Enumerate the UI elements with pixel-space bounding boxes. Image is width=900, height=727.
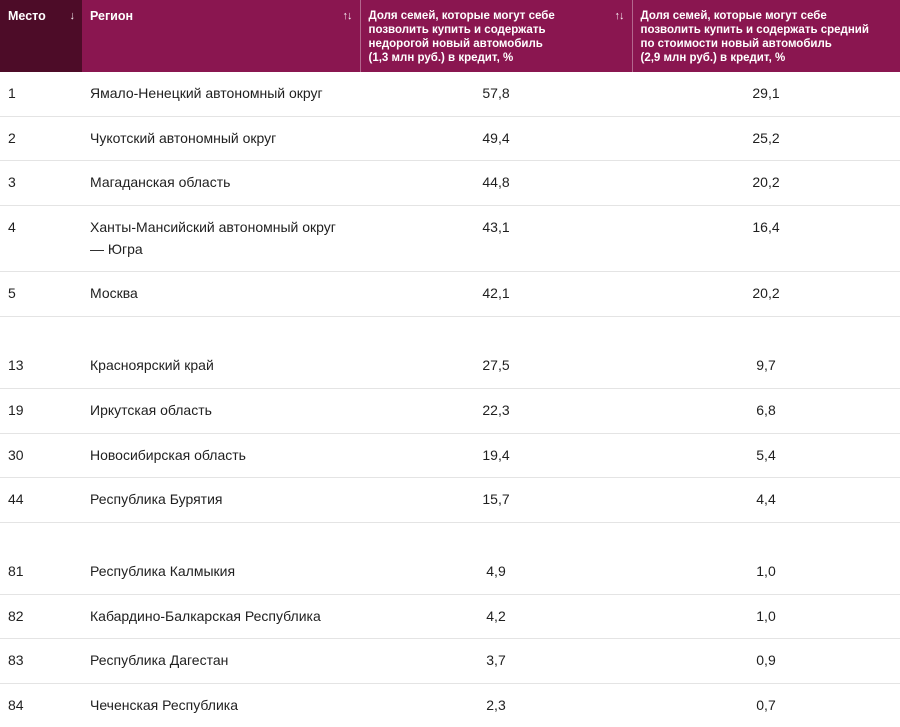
mid-car-value: 5,4 xyxy=(632,433,900,479)
rank-cell: 19 xyxy=(0,388,82,434)
column-label-mid-car-share: Доля семей, которые могут себе позволить… xyxy=(640,10,869,64)
mid-car-value: 0,9 xyxy=(632,638,900,684)
mid-car-value: 1,0 xyxy=(632,594,900,640)
cheap-car-value: 3,7 xyxy=(360,638,632,684)
column-header-place[interactable]: Место ↓ xyxy=(0,0,82,72)
table-row: 84 Чеченская Республика 2,3 0,7 xyxy=(0,683,900,727)
mid-car-value: 6,8 xyxy=(632,388,900,434)
cheap-car-value: 27,5 xyxy=(360,344,632,389)
table-row: 83 Республика Дагестан 3,7 0,9 xyxy=(0,638,900,684)
mid-car-value: 16,4 xyxy=(632,205,900,273)
cheap-car-value: 57,8 xyxy=(360,72,632,117)
region-cell: Республика Бурятия xyxy=(82,477,360,523)
column-header-cheap-car-share[interactable]: Доля семей, которые могут себе позволить… xyxy=(359,0,632,72)
region-cell: Ханты-Мансийский автономный округ — Югра xyxy=(82,205,360,273)
region-cell: Республика Калмыкия xyxy=(82,549,360,595)
spacer-cell xyxy=(0,317,900,345)
sort-both-icon[interactable]: ↑↓ xyxy=(614,10,625,22)
sort-descending-icon[interactable]: ↓ xyxy=(69,10,75,22)
table-body: 1 Ямало-Ненецкий автономный округ 57,8 29,1… xyxy=(0,72,900,727)
column-label-place: Место xyxy=(8,9,46,23)
mid-car-value: 0,7 xyxy=(632,683,900,727)
region-cell: Кабардино-Балкарская Республика xyxy=(82,594,360,640)
table-row: 4 Ханты-Мансийский автономный округ — Югр… xyxy=(0,205,900,273)
sort-both-icon[interactable]: ↑↓ xyxy=(342,10,353,22)
cheap-car-value: 4,2 xyxy=(360,594,632,640)
cheap-car-value: 49,4 xyxy=(360,116,632,162)
table-row: 2 Чукотский автономный округ 49,4 25,2 xyxy=(0,116,900,162)
cheap-car-value: 22,3 xyxy=(360,388,632,434)
rank-cell: 83 xyxy=(0,638,82,684)
table-row: 13 Красноярский край 27,5 9,7 xyxy=(0,344,900,389)
table-row: 3 Магаданская область 44,8 20,2 xyxy=(0,160,900,207)
table-row: 44 Республика Бурятия 15,7 4,4 xyxy=(0,477,900,523)
rank-cell: 2 xyxy=(0,116,82,162)
cheap-car-value: 19,4 xyxy=(360,433,632,479)
table-row: 1 Ямало-Ненецкий автономный округ 57,8 29,1 xyxy=(0,72,900,117)
spacer-row xyxy=(0,317,900,345)
column-label-cheap-car-share: Доля семей, которые могут себе позволить… xyxy=(368,10,555,64)
rank-cell: 84 xyxy=(0,683,82,727)
mid-car-value: 1,0 xyxy=(632,549,900,595)
rank-cell: 44 xyxy=(0,477,82,523)
rank-cell: 1 xyxy=(0,72,82,117)
mid-car-value: 25,2 xyxy=(632,116,900,162)
mid-car-value: 29,1 xyxy=(632,72,900,117)
cheap-car-value: 43,1 xyxy=(360,205,632,273)
region-cell: Республика Дагестан xyxy=(82,638,360,684)
cheap-car-value: 2,3 xyxy=(360,683,632,727)
column-label-region: Регион xyxy=(90,9,134,23)
region-cell: Чеченская Республика xyxy=(82,683,360,727)
rank-cell: 4 xyxy=(0,205,82,273)
column-header-mid-car-share[interactable]: Доля семей, которые могут себе позволить… xyxy=(631,0,900,72)
table-row: 81 Республика Калмыкия 4,9 1,0 xyxy=(0,549,900,595)
region-cell: Чукотский автономный округ xyxy=(82,116,360,162)
cheap-car-value: 4,9 xyxy=(360,549,632,595)
table-row: 30 Новосибирская область 19,4 5,4 xyxy=(0,433,900,479)
rank-cell: 3 xyxy=(0,160,82,207)
rank-cell: 82 xyxy=(0,594,82,640)
rank-cell: 30 xyxy=(0,433,82,479)
region-cell: Ямало-Ненецкий автономный округ xyxy=(82,72,360,117)
table-row: 5 Москва 42,1 20,2 xyxy=(0,271,900,318)
mid-car-value: 20,2 xyxy=(632,160,900,207)
spacer-cell xyxy=(0,522,900,550)
table-header: Место ↓ Регион ↑↓ Доля семей, которые мо… xyxy=(0,0,900,72)
rank-cell: 81 xyxy=(0,549,82,595)
mid-car-value: 20,2 xyxy=(632,271,900,318)
region-cell: Магаданская область xyxy=(82,160,360,207)
cheap-car-value: 15,7 xyxy=(360,477,632,523)
region-cell: Москва xyxy=(82,271,360,318)
cheap-car-value: 42,1 xyxy=(360,271,632,318)
region-cell: Новосибирская область xyxy=(82,433,360,479)
region-cell: Красноярский край xyxy=(82,344,360,389)
table-row: 82 Кабардино-Балкарская Республика 4,2 1,0 xyxy=(0,594,900,640)
mid-car-value: 9,7 xyxy=(632,344,900,389)
table-row: 19 Иркутская область 22,3 6,8 xyxy=(0,388,900,434)
column-header-region[interactable]: Регион ↑↓ xyxy=(82,0,360,72)
rank-cell: 13 xyxy=(0,344,82,389)
spacer-row xyxy=(0,522,900,550)
region-cell: Иркутская область xyxy=(82,388,360,434)
mid-car-value: 4,4 xyxy=(632,477,900,523)
rank-cell: 5 xyxy=(0,271,82,318)
cheap-car-value: 44,8 xyxy=(360,160,632,207)
